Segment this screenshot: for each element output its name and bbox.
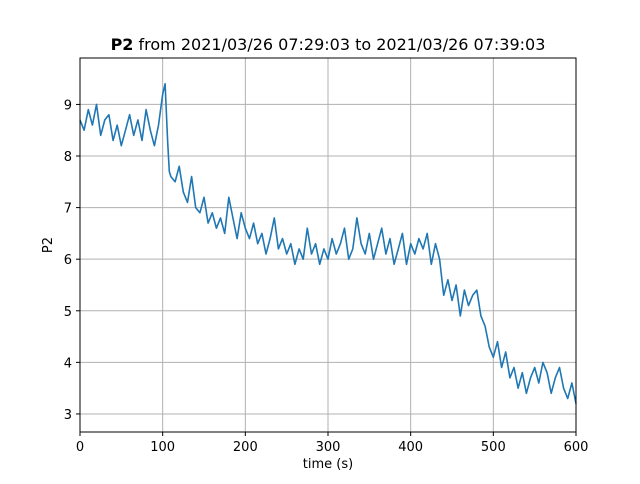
x-axis-ticks: 0 100 200 300 400 500 600 bbox=[76, 432, 589, 455]
series-line bbox=[79, 83, 577, 404]
grid bbox=[79, 58, 577, 432]
y-tick-label: 4 bbox=[64, 356, 72, 371]
y-tick-label: 7 bbox=[64, 202, 72, 217]
x-axis-label: time (s) bbox=[303, 457, 353, 472]
x-tick-label: 400 bbox=[398, 440, 423, 455]
y-axis-ticks: 3 4 5 6 7 8 9 bbox=[64, 98, 80, 423]
series-layer bbox=[79, 83, 577, 404]
y-tick-label: 5 bbox=[64, 305, 72, 320]
chart-title-rest: from 2021/03/26 07:29:03 to 2021/03/26 0… bbox=[133, 35, 545, 54]
y-tick-label: 8 bbox=[64, 150, 72, 165]
chart-title-bold: P2 bbox=[111, 35, 134, 54]
x-tick-label: 100 bbox=[150, 440, 175, 455]
y-axis-label: P2 bbox=[41, 237, 56, 253]
x-tick-label: 600 bbox=[564, 440, 589, 455]
y-tick-label: 3 bbox=[64, 408, 72, 423]
x-tick-label: 300 bbox=[316, 440, 341, 455]
y-tick-label: 9 bbox=[64, 98, 72, 113]
x-tick-label: 200 bbox=[233, 440, 258, 455]
x-tick-label: 500 bbox=[481, 440, 506, 455]
y-tick-label: 6 bbox=[64, 253, 72, 268]
chart-title: P2 from 2021/03/26 07:29:03 to 2021/03/2… bbox=[111, 35, 546, 54]
x-tick-label: 0 bbox=[76, 440, 84, 455]
